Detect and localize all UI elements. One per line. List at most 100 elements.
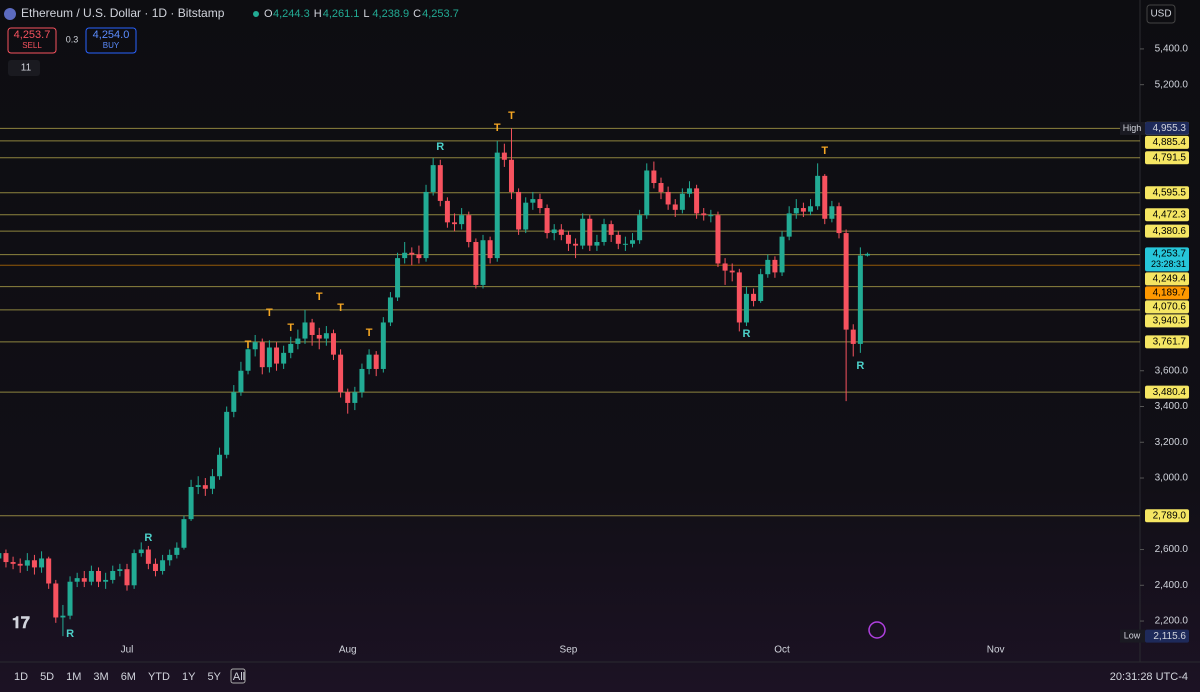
level-label: 4,249.4 [1153,274,1187,285]
candle-body [402,252,408,259]
candle-body [857,255,863,344]
candle-body [395,258,401,298]
candle-body [808,206,814,212]
ohlc-label: O [264,8,273,20]
signal-label: R [66,628,74,640]
candle-body [779,236,785,273]
y-tick-label: 2,200.0 [1155,616,1189,627]
clock: 20:31:28 UTC-4 [1110,671,1188,683]
candle-body [444,200,450,223]
candle-body [630,240,636,244]
level-label-bg [1145,224,1189,238]
range-button[interactable]: All [233,671,245,683]
range-button[interactable]: 6M [121,671,136,683]
candle-body [829,206,835,219]
indicator-toggle[interactable] [8,60,40,76]
candle-body [24,560,30,566]
candle-body [672,204,678,210]
x-tick-label: Jul [121,645,134,656]
candle-body [573,243,579,246]
buy-button[interactable] [85,27,137,54]
candle-body [387,297,393,323]
x-tick-label: Aug [339,645,357,656]
candle-body [231,392,237,412]
candle-body [352,392,358,403]
candle-body [694,188,700,214]
marker-tag: High [1123,123,1142,133]
level-label: 3,940.5 [1153,316,1187,327]
candle-body [373,354,379,369]
candle-body [366,354,372,369]
candle-body [188,486,194,520]
level-label: 4,070.6 [1153,302,1187,313]
candle-body [359,368,365,393]
candle-body [843,233,849,330]
x-tick-label: Nov [987,645,1005,656]
candle-body [473,242,479,285]
candle-body [793,208,799,214]
candle-body [715,215,721,264]
level-label: 4,189.7 [1153,288,1187,299]
candle-body [174,547,180,555]
candle-body [508,159,514,192]
level-label: 2,789.0 [1153,510,1187,521]
candle-body [160,560,166,571]
candle-body [181,519,187,548]
range-button[interactable]: 1Y [182,671,196,683]
range-button[interactable]: 5Y [207,671,221,683]
x-tick-label: Sep [560,645,578,656]
y-tick-label: 3,200.0 [1155,437,1189,448]
indicator-count: 11 [21,63,32,74]
candle-body [701,213,707,216]
candle-body [850,329,856,344]
y-tick-label: 3,600.0 [1155,365,1189,376]
y-tick-label: 3,000.0 [1155,473,1189,484]
signal-label: T [337,302,344,314]
sell-button[interactable] [7,27,57,54]
status-dot [253,11,259,17]
range-button[interactable]: 1D [14,671,28,683]
candle-body [743,293,749,323]
currency-button[interactable] [1146,4,1176,24]
candle-body [266,347,272,368]
candle-body [758,274,764,302]
marker-value-bg [1145,629,1189,643]
candle-body [665,191,671,205]
candle-body [651,170,657,184]
level-label: 4,595.5 [1153,187,1187,198]
level-label-bg [1145,151,1189,165]
candle-body [551,229,557,234]
candle-body [637,215,643,241]
candle-body [202,485,208,489]
candle-body [330,333,336,355]
signal-label: T [821,145,828,157]
candle-body [822,175,828,219]
candle-body [259,342,265,368]
candle-body [430,165,436,192]
last-price-label: 4,253.7 [1153,249,1187,260]
range-button[interactable]: 3M [93,671,108,683]
level-label-bg [1145,272,1189,286]
candle-body [466,215,472,243]
candle-body [316,334,322,339]
candle-body [209,476,215,489]
candle-body [722,263,728,271]
candle-body [708,215,714,217]
level-label-bg [1145,385,1189,399]
event-icon[interactable] [868,621,886,639]
candle-body [117,569,123,571]
ohlc-value: 4,238.9 [372,8,409,20]
candle-body [17,563,23,566]
date-range-icon[interactable] [230,668,246,684]
range-button[interactable]: YTD [148,671,170,683]
candle-body [580,218,586,246]
candle-body [487,240,493,259]
candle-body [39,558,45,568]
candle-body [544,208,550,234]
range-button[interactable]: 5D [40,671,54,683]
candle-body [31,560,37,568]
candle-body [751,293,757,302]
last-price-label-bg [1145,247,1189,272]
range-button[interactable]: 1M [66,671,81,683]
candle-body [622,243,628,245]
